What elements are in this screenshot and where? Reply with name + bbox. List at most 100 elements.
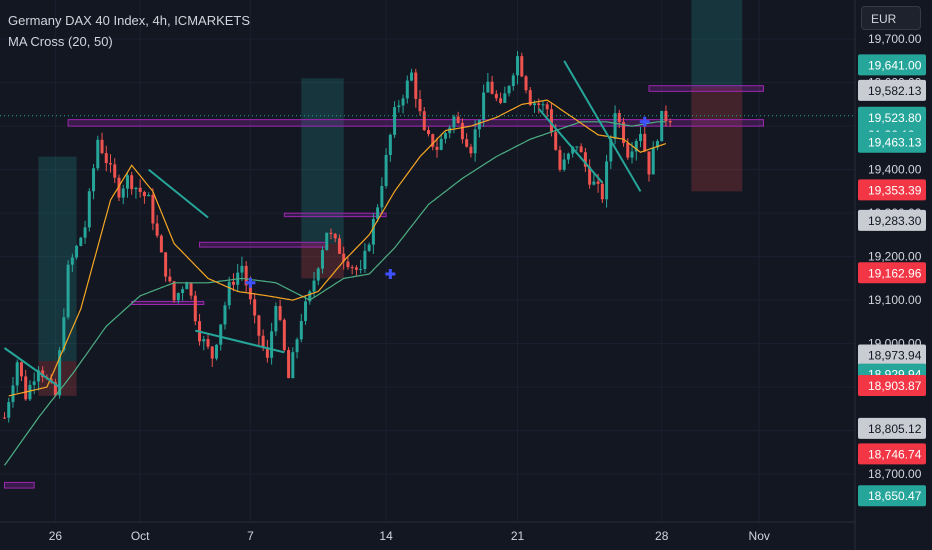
price-label-badge [858,79,926,101]
candle-down [142,191,146,197]
price-label-badge [858,417,926,439]
symbol-title[interactable]: Germany DAX 40 Index, 4h, ICMARKETS [8,13,251,28]
candle-down [668,121,672,123]
chart-legend: Germany DAX 40 Index, 4h, ICMARKETS MA C… [8,10,250,52]
candle-down [113,164,117,178]
candle-up [87,191,91,228]
candle-up [401,98,405,106]
ma-cross-marker [385,269,396,280]
candle-down [626,143,630,158]
candle-up [28,384,32,400]
candle-down [117,177,121,198]
price-zone [648,85,764,92]
candle-up [219,324,223,345]
candlesticks [3,51,672,423]
candle-down [248,285,252,300]
candle-down [622,122,626,144]
price-label-text: 18,746.74 [868,447,922,461]
price-zone [67,119,764,127]
candle-up [70,257,74,265]
candle-up [571,146,575,154]
candle-up [181,289,185,294]
currency-selector[interactable]: EUR [861,6,921,30]
candle-down [350,267,354,269]
candle-up [7,402,11,418]
candle-up [511,75,515,86]
take-profit-zone [301,78,344,244]
candle-down [253,299,257,316]
candle-down [231,281,235,285]
candle-down [3,417,6,419]
moving-averages [4,99,667,466]
price-label-text: 19,523.80 [868,111,922,125]
indicator-label[interactable]: MA Cross (20, 50) [8,34,113,49]
take-profit-zone [691,0,743,87]
price-label-text: 18,650.47 [868,489,922,503]
candle-up [443,133,447,139]
candle-down [193,295,197,322]
candle-up [240,265,244,273]
candle-up [66,264,70,318]
candle-down [346,261,350,268]
candle-down [431,134,435,147]
candle-down [287,350,291,379]
candle-down [422,111,426,131]
candle-up [473,129,477,154]
price-label-text: 19,283.30 [868,214,922,228]
candle-up [274,305,278,332]
candle-down [333,233,337,239]
support-resistance-zones [4,85,764,489]
candle-up [507,85,511,94]
candle-down [499,98,503,103]
candle-down [465,139,469,147]
price-tick-label: 19,700.00 [868,32,922,46]
candle-down [494,93,498,99]
price-label-text: 19,353.39 [868,183,922,197]
candle-up [96,139,100,169]
candle-up [325,232,329,251]
candle-down [469,146,473,154]
candle-down [435,146,439,150]
candle-up [575,146,579,148]
candle-up [62,317,66,351]
ma-cross-marker [639,116,650,127]
candle-down [155,223,159,236]
candle-up [299,321,303,340]
candle-down [490,81,494,94]
candle-up [15,362,19,386]
candle-up [32,381,36,385]
price-tick-label: 19,200.00 [868,250,922,264]
candle-up [227,281,231,306]
candle-up [125,175,129,189]
price-label-badge [858,344,926,366]
candle-up [634,141,638,152]
price-label-badge [858,179,926,201]
candle-up [541,104,545,106]
candle-down [151,194,155,224]
candle-down [643,133,647,152]
candle-down [282,319,286,351]
candle-up [202,339,206,342]
candle-up [371,218,375,245]
trendlines [3,60,642,388]
stop-loss-zone [691,87,743,192]
candle-down [427,130,430,135]
candle-down [520,56,524,77]
candle-down [418,98,422,112]
candle-up [516,56,520,76]
candle-up [176,293,180,301]
candle-down [460,122,464,140]
candle-up [304,301,308,322]
candle-down [537,103,541,105]
time-tick-label: 28 [655,529,669,543]
candle-down [206,339,210,347]
price-label-badge [858,485,926,507]
candle-up [384,154,388,187]
candle-up [36,370,40,382]
candle-up [397,105,401,108]
candle-up [83,227,87,238]
candle-up [185,283,189,290]
candle-up [609,138,613,162]
candle-up [215,344,218,359]
